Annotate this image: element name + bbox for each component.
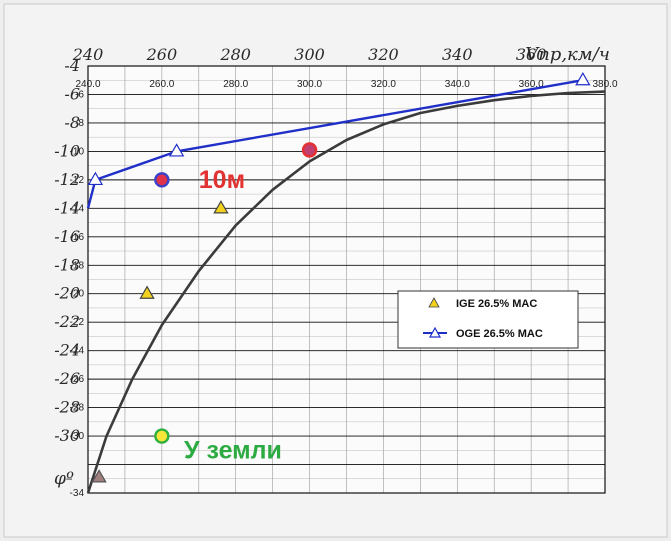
y-tick-label-digital: -28 [70,403,85,414]
y-tick-label: -30 [54,426,80,445]
y-tick-label: -14 [54,198,80,217]
grid [87,65,606,494]
x-tick-label-digital: 280.0 [223,79,248,90]
y-tick-label: -18 [54,255,80,274]
series-curve [86,90,606,494]
annotation-label: 10м [199,166,245,194]
y-tick-label: -24 [54,341,80,360]
y-tick-label: -20 [54,284,80,303]
x-tick-label-digital: 240.0 [75,79,100,90]
y-tick-label-digital: -22 [70,317,85,328]
series-oge-line [86,79,584,209]
axes: 240 260 280 300 320 340 360-4-6-8-10-12-14-16-… [54,44,618,499]
x-tick-label-digital: 320.0 [371,79,396,90]
marker-point [91,469,107,483]
y-tick-label-digital: -16 [70,232,85,243]
y-tick-label: -10 [54,141,80,160]
y-tick-label: -16 [54,227,80,246]
y-tick-label-digital: -34 [70,488,85,499]
legend: IGE 26.5% MAC OGE 26.5% MAC [397,290,579,349]
x-axis-title: Vпр,км/ч [525,44,610,65]
y-tick-label-digital: -20 [70,289,85,300]
x-tick-label: 260 [146,45,178,64]
plot-labels: 10м У земли [184,166,282,464]
y-axis-title: φº [54,469,74,489]
oge-point [168,143,185,157]
y-tick-label: -22 [54,312,80,331]
plot-frame [87,65,606,494]
x-tick-label-digital: 340.0 [445,79,470,90]
plot-series [86,79,606,494]
y-tick-label-digital: -18 [70,260,85,271]
x-tick-label-digital: 380.0 [592,79,617,90]
y-tick-label: -4 [64,56,80,75]
plot-markers [87,72,591,483]
oge-point [575,72,591,86]
y-tick-label-digital: -8 [75,118,84,129]
x-tick-label-digital: 260.0 [149,79,174,90]
y-tick-label-digital: -30 [70,431,85,442]
x-tick-label: 240 [72,45,104,64]
y-tick-label: -12 [54,170,80,189]
marker-point [154,428,170,444]
annotation-label: У земли [184,436,282,464]
y-tick-label-digital: -6 [75,89,84,100]
y-tick-label-digital: -12 [70,175,85,186]
x-tick-label-digital: 360.0 [519,79,544,90]
legend-ige-marker [428,297,440,308]
y-tick-label-digital: -24 [70,346,85,357]
legend-ige-label: IGE 26.5% MAC [456,298,537,310]
marker-point [154,172,170,188]
legend-oge-marker [428,326,442,338]
y-tick-label-digital: -10 [70,146,85,157]
x-tick-label: 360 [516,45,547,64]
y-tick-label: -28 [54,398,80,417]
oge-point [87,171,104,186]
ige-point [213,200,229,214]
y-tick-label: -6 [64,84,80,103]
x-tick-label: 280 [219,45,251,64]
marker-point [301,142,318,158]
y-tick-label-digital: -26 [70,374,85,385]
y-tick-label-digital: -14 [70,203,85,214]
x-tick-label: 300 [294,45,325,64]
y-tick-label: -8 [64,113,80,132]
x-tick-label-digital: 300.0 [297,79,322,90]
y-tick-label: -26 [54,369,80,388]
x-tick-label: 320 [368,45,399,64]
ige-point [139,285,155,299]
legend-oge-label: OGE 26.5% MAC [456,328,543,340]
x-tick-label: 340 [442,45,473,64]
